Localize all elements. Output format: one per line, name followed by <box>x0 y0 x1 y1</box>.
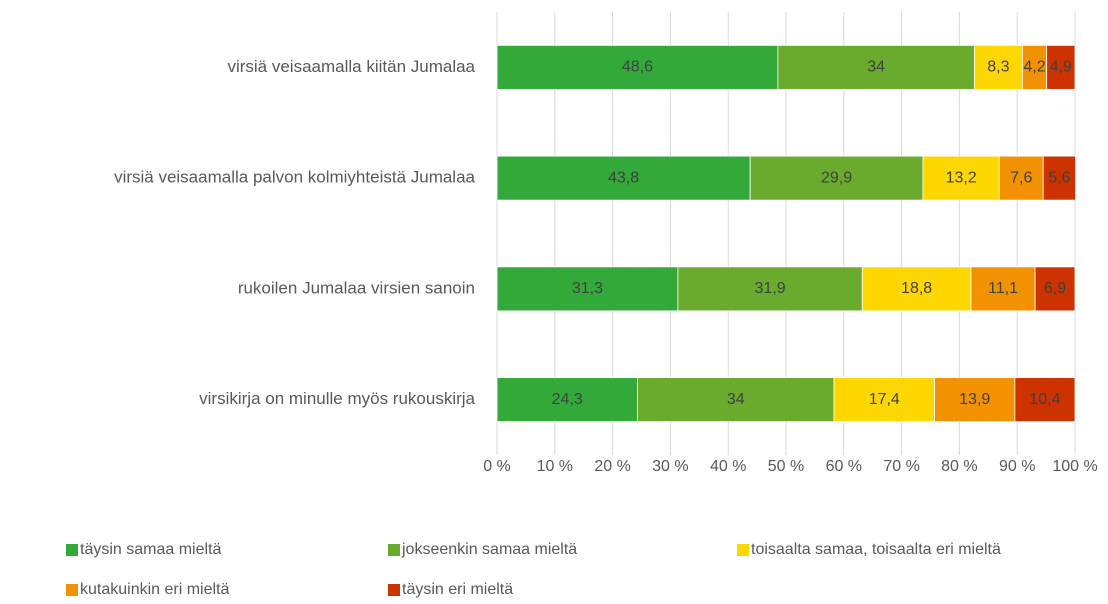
bar-segment <box>1042 155 1076 201</box>
bar-segment <box>496 266 679 312</box>
x-tick-label: 100 % <box>1052 458 1097 475</box>
category-label: virsiä veisaamalla palvon kolmiyhteistä … <box>114 168 475 187</box>
data-label: 31,3 <box>572 280 603 297</box>
category-label: virsikirja on minulle myös rukouskirja <box>199 389 475 408</box>
bar-segment <box>496 44 779 90</box>
x-tick-label: 70 % <box>883 458 919 475</box>
data-label: 43,8 <box>608 169 639 186</box>
data-label: 18,8 <box>901 280 932 297</box>
legend-label: täysin eri mieltä <box>402 581 513 598</box>
bar-segment <box>637 377 835 423</box>
bar-segment <box>861 266 972 312</box>
x-tick-label: 0 % <box>483 458 511 475</box>
data-label: 31,9 <box>755 280 786 297</box>
data-label: 7,6 <box>1010 169 1032 186</box>
legend-label: jokseenkin samaa mieltä <box>401 541 577 558</box>
data-label: 8,3 <box>987 59 1009 76</box>
data-label: 13,2 <box>946 169 977 186</box>
data-label: 4,9 <box>1050 59 1072 76</box>
data-label: 29,9 <box>821 169 852 186</box>
legend-label: toisaalta samaa, toisaalta eri mieltä <box>751 541 1001 558</box>
legend-swatch <box>66 544 78 556</box>
legend-swatch <box>737 544 749 556</box>
bar-segment <box>749 155 924 201</box>
data-label: 5,6 <box>1048 169 1070 186</box>
x-tick-label: 10 % <box>537 458 573 475</box>
data-label: 10,4 <box>1029 391 1060 408</box>
bar-segment <box>496 377 638 423</box>
legend-label: kutakuinkin eri mieltä <box>80 581 230 598</box>
data-label: 13,9 <box>959 391 990 408</box>
bar-segment <box>777 44 975 90</box>
bar-segment <box>677 266 863 312</box>
data-label: 6,9 <box>1044 280 1066 297</box>
x-tick-label: 80 % <box>941 458 977 475</box>
x-tick-label: 40 % <box>710 458 746 475</box>
legend-swatch <box>66 584 78 596</box>
bar-segment <box>1046 44 1076 90</box>
bar-segment <box>833 377 935 423</box>
data-label: 24,3 <box>552 391 583 408</box>
bar-segment <box>1014 377 1076 423</box>
category-label: rukoilen Jumalaa virsien sanoin <box>238 278 475 297</box>
legend-swatch <box>388 584 400 596</box>
x-tick-label: 90 % <box>999 458 1035 475</box>
x-tick-label: 30 % <box>652 458 688 475</box>
x-tick-label: 20 % <box>594 458 630 475</box>
data-label: 34 <box>727 391 745 408</box>
bar-segment <box>1022 44 1048 90</box>
category-label: virsiä veisaamalla kiitän Jumalaa <box>227 57 475 76</box>
data-label: 4,2 <box>1023 59 1045 76</box>
bar-segment <box>998 155 1044 201</box>
legend-swatch <box>388 544 400 556</box>
x-tick-label: 60 % <box>826 458 862 475</box>
bar-segment <box>934 377 1016 423</box>
bar-segment <box>1034 266 1076 312</box>
bar-segment <box>496 155 751 201</box>
data-label: 11,1 <box>988 280 1018 297</box>
data-label: 17,4 <box>869 391 900 408</box>
data-label: 34 <box>867 59 885 76</box>
bar-segment <box>970 266 1036 312</box>
x-tick-label: 50 % <box>768 458 804 475</box>
legend-label: täysin samaa mieltä <box>80 541 221 558</box>
data-label: 48,6 <box>622 59 653 76</box>
